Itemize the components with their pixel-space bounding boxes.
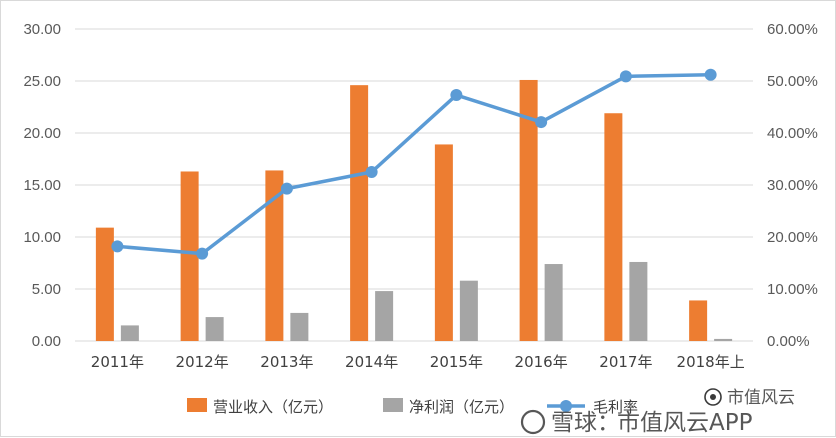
legend-label: 毛利率 — [593, 398, 638, 416]
right-tick-label: 50.00% — [767, 73, 818, 90]
x-tick-label: 2018年上 — [677, 353, 745, 371]
right-tick-label: 0.00% — [767, 333, 810, 350]
revenue-bar — [265, 170, 284, 341]
right-tick-label: 20.00% — [767, 229, 818, 246]
left-tick-label: 20.00 — [23, 125, 61, 142]
x-tick-label: 2017年 — [599, 353, 652, 371]
x-tick-label: 2016年 — [515, 353, 568, 371]
margin-point — [365, 166, 378, 178]
left-tick-label: 0.00 — [32, 333, 61, 350]
left-tick-label: 25.00 — [23, 73, 61, 90]
watermark-snowball-icon — [520, 409, 546, 435]
x-tick-label: 2014年 — [345, 353, 398, 371]
left-tick-label: 5.00 — [32, 281, 61, 298]
margin-line — [117, 73, 711, 256]
x-tick-label: 2011年 — [91, 353, 144, 371]
margin-point — [450, 89, 463, 102]
right-tick-label: 10.00% — [767, 281, 818, 298]
profit-bar — [375, 291, 394, 341]
legend-swatch — [187, 398, 207, 412]
margin-point — [535, 116, 548, 129]
profit-bar — [120, 325, 139, 341]
margin-point — [111, 240, 124, 253]
profit-bar — [290, 312, 309, 341]
legend-swatch — [383, 398, 403, 412]
margin-point — [280, 182, 293, 195]
revenue-bar — [350, 85, 369, 341]
revenue-bar — [180, 171, 199, 341]
margin-point — [704, 68, 717, 81]
profit-bar — [544, 264, 563, 341]
x-tick-label: 2012年 — [176, 353, 229, 371]
legend-label: 净利润（亿元） — [409, 398, 514, 416]
margin-point — [619, 70, 632, 83]
revenue-bar — [95, 227, 114, 341]
left-tick-label: 10.00 — [23, 229, 61, 246]
profit-bar — [205, 317, 224, 341]
margin-point — [196, 247, 209, 260]
left-tick-label: 15.00 — [23, 177, 61, 194]
revenue-bar — [604, 113, 623, 342]
right-tick-label: 30.00% — [767, 177, 818, 194]
watermark-logo-icon — [704, 388, 722, 406]
watermark-badge: 市值风云 — [727, 388, 795, 408]
revenue-bar — [519, 79, 538, 342]
watermark-logo-dot — [710, 394, 716, 400]
right-tick-label: 40.00% — [767, 125, 818, 142]
profit-bar — [714, 338, 733, 341]
watermark-brand-secondary: 市值风云APP — [617, 410, 753, 436]
profit-bar — [629, 261, 648, 341]
profit-bar — [459, 280, 478, 341]
right-tick-label: 60.00% — [767, 21, 818, 38]
revenue-bar — [434, 144, 453, 341]
legend-label: 营业收入（亿元） — [213, 398, 333, 416]
left-tick-label: 30.00 — [23, 21, 61, 38]
revenue-bar — [689, 300, 708, 341]
watermark-brand-primary: 雪球： — [551, 410, 620, 436]
x-tick-label: 2013年 — [260, 353, 313, 371]
x-tick-label: 2015年 — [430, 353, 483, 371]
legend-line-marker — [560, 400, 572, 412]
